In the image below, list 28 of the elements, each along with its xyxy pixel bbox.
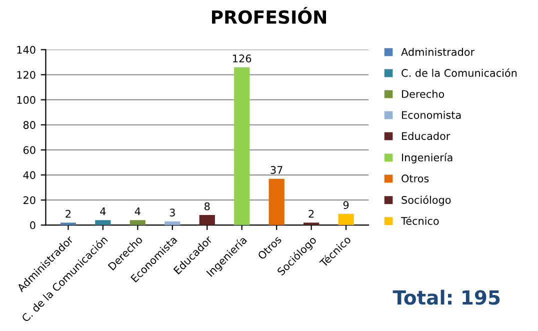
legend-label: Sociólogo [402,195,451,206]
y-tick-label: 40 [23,171,36,180]
legend-label: Derecho [402,90,444,98]
data-label: 8 [204,202,210,210]
legend-label: Administrador [401,48,475,56]
chart-title: PROFESIÓN [212,6,326,24]
data-label: 9 [343,201,349,210]
data-label: 2 [66,210,70,218]
legend-label: Técnico [400,216,439,225]
data-label: 37 [270,166,282,174]
legend-label: C. de la Comunicación [402,68,517,77]
text: Total: 195 [392,290,500,305]
y-tick-label: 100 [17,96,36,104]
data-label: 4 [100,208,106,216]
y-tick-label: 60 [23,146,36,154]
legend-label: Otros [402,174,429,182]
y-tick-label: 80 [23,121,36,129]
data-label: 2 [308,210,314,218]
y-tick-label: 140 [17,46,36,54]
data-label: 3 [170,208,175,217]
data-label: 126 [233,54,252,62]
legend-label: Ingeniería [402,152,452,164]
data-label: 4 [134,208,140,216]
legend-label: Economista [402,110,461,119]
y-tick-label: 20 [24,196,36,204]
y-tick-label: 0 [30,221,36,230]
legend-label: Educador [402,132,450,140]
y-tick-label: 120 [17,70,36,79]
